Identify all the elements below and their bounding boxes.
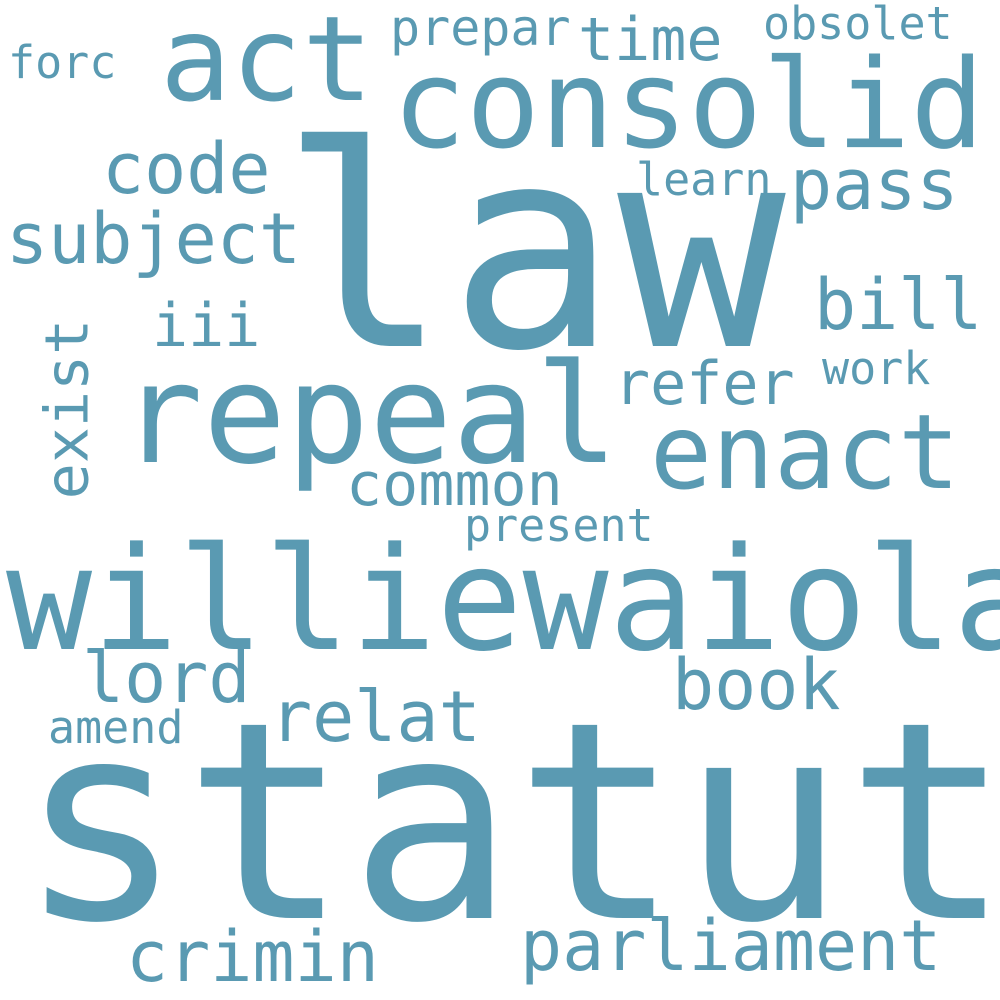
word-relat: relat — [270, 676, 481, 758]
word-book: book — [672, 644, 841, 726]
word-law: law — [280, 87, 786, 413]
word-enact: enact — [650, 393, 961, 513]
word-lord: lord — [82, 637, 251, 719]
word-consolid: consolid — [392, 34, 985, 177]
word-act: act — [160, 0, 374, 128]
word-iii: iii — [152, 291, 261, 361]
word-williewaiola: williewaiola — [6, 516, 1000, 683]
word-work: work — [822, 342, 931, 395]
word-crimin: crimin — [126, 916, 379, 998]
word-pass: pass — [790, 144, 959, 226]
word-subject: subject — [6, 198, 302, 280]
word-time: time — [578, 5, 723, 75]
word-amend: amend — [48, 701, 184, 754]
word-obsolet: obsolet — [763, 0, 953, 50]
word-forc: forc — [8, 36, 117, 89]
word-repeal: repeal — [120, 334, 619, 495]
word-present: present — [464, 499, 654, 552]
word-refer: refer — [614, 349, 795, 419]
word-code: code — [102, 128, 271, 210]
word-prepar: prepar — [390, 0, 571, 57]
word-parliament: parliament — [520, 905, 942, 987]
word-bill: bill — [814, 264, 983, 346]
word-exist: exist — [32, 318, 103, 500]
word-statut: statut — [18, 663, 1000, 983]
word-learn: learn — [636, 153, 772, 206]
word-common: common — [346, 450, 563, 520]
